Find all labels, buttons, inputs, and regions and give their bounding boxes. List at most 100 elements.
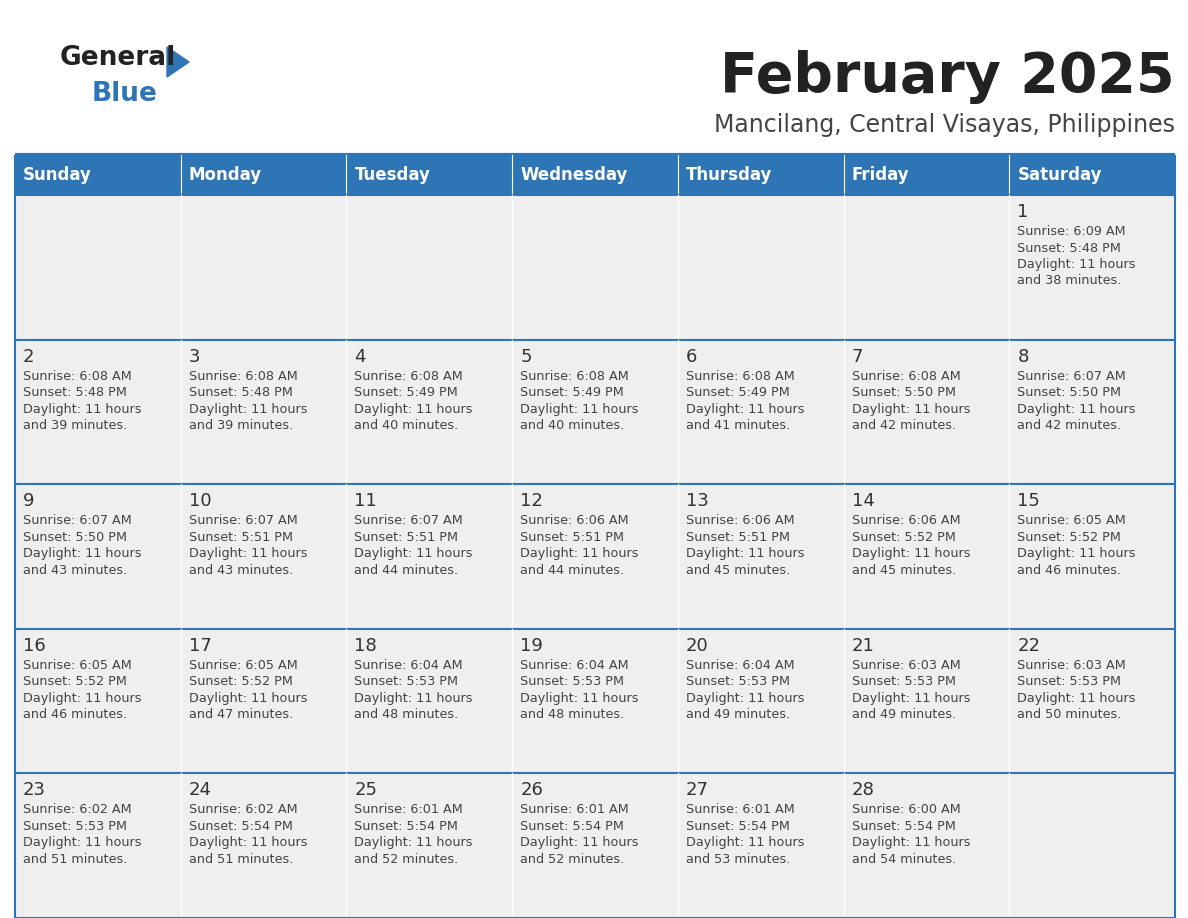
Text: February 2025: February 2025 xyxy=(720,50,1175,104)
Text: Sunset: 5:53 PM: Sunset: 5:53 PM xyxy=(1017,676,1121,688)
Text: and 46 minutes.: and 46 minutes. xyxy=(23,709,127,722)
Text: Sunset: 5:49 PM: Sunset: 5:49 PM xyxy=(520,386,624,399)
Text: Sunrise: 6:09 AM: Sunrise: 6:09 AM xyxy=(1017,225,1126,238)
Bar xyxy=(181,155,347,195)
Text: and 51 minutes.: and 51 minutes. xyxy=(23,853,127,866)
Text: 11: 11 xyxy=(354,492,377,510)
Text: and 40 minutes.: and 40 minutes. xyxy=(354,420,459,432)
Text: Daylight: 11 hours: Daylight: 11 hours xyxy=(685,692,804,705)
Text: Daylight: 11 hours: Daylight: 11 hours xyxy=(354,403,473,416)
Bar xyxy=(15,773,181,918)
Text: Daylight: 11 hours: Daylight: 11 hours xyxy=(354,836,473,849)
Text: and 47 minutes.: and 47 minutes. xyxy=(189,709,293,722)
Text: Daylight: 11 hours: Daylight: 11 hours xyxy=(1017,692,1136,705)
Text: Sunset: 5:54 PM: Sunset: 5:54 PM xyxy=(189,820,292,833)
Text: Sunset: 5:50 PM: Sunset: 5:50 PM xyxy=(852,386,955,399)
Text: 13: 13 xyxy=(685,492,709,510)
Text: 10: 10 xyxy=(189,492,211,510)
Text: and 52 minutes.: and 52 minutes. xyxy=(354,853,459,866)
Bar xyxy=(512,155,678,195)
Text: 8: 8 xyxy=(1017,348,1029,365)
Text: Sunset: 5:51 PM: Sunset: 5:51 PM xyxy=(189,531,292,543)
Text: Daylight: 11 hours: Daylight: 11 hours xyxy=(189,403,308,416)
Text: and 38 minutes.: and 38 minutes. xyxy=(1017,274,1121,287)
Bar xyxy=(678,629,843,773)
Bar xyxy=(1010,155,1175,195)
Text: 18: 18 xyxy=(354,637,377,655)
Text: and 49 minutes.: and 49 minutes. xyxy=(852,709,955,722)
Text: and 52 minutes.: and 52 minutes. xyxy=(520,853,625,866)
Text: 12: 12 xyxy=(520,492,543,510)
Bar xyxy=(15,155,181,195)
Text: 9: 9 xyxy=(23,492,34,510)
Polygon shape xyxy=(168,47,189,77)
Text: Sunrise: 6:08 AM: Sunrise: 6:08 AM xyxy=(685,370,795,383)
Text: Thursday: Thursday xyxy=(685,166,772,184)
Bar xyxy=(347,629,512,773)
Bar xyxy=(347,195,512,340)
Text: Daylight: 11 hours: Daylight: 11 hours xyxy=(23,836,141,849)
Text: Sunset: 5:48 PM: Sunset: 5:48 PM xyxy=(1017,241,1121,254)
Text: and 39 minutes.: and 39 minutes. xyxy=(23,420,127,432)
Text: General: General xyxy=(61,45,176,71)
Text: Daylight: 11 hours: Daylight: 11 hours xyxy=(23,403,141,416)
Bar xyxy=(1010,195,1175,340)
Text: 7: 7 xyxy=(852,348,862,365)
Bar xyxy=(512,340,678,484)
Text: Sunset: 5:51 PM: Sunset: 5:51 PM xyxy=(354,531,459,543)
Text: 2: 2 xyxy=(23,348,34,365)
Bar xyxy=(678,340,843,484)
Text: Daylight: 11 hours: Daylight: 11 hours xyxy=(520,403,639,416)
Text: 19: 19 xyxy=(520,637,543,655)
Bar xyxy=(1010,629,1175,773)
Text: 5: 5 xyxy=(520,348,532,365)
Text: Sunrise: 6:07 AM: Sunrise: 6:07 AM xyxy=(354,514,463,527)
Bar xyxy=(181,773,347,918)
Text: Daylight: 11 hours: Daylight: 11 hours xyxy=(1017,258,1136,271)
Text: and 46 minutes.: and 46 minutes. xyxy=(1017,564,1121,577)
Text: Daylight: 11 hours: Daylight: 11 hours xyxy=(23,547,141,560)
Text: Sunrise: 6:01 AM: Sunrise: 6:01 AM xyxy=(685,803,795,816)
Text: and 43 minutes.: and 43 minutes. xyxy=(23,564,127,577)
Bar xyxy=(843,629,1010,773)
Text: Daylight: 11 hours: Daylight: 11 hours xyxy=(685,836,804,849)
Text: 6: 6 xyxy=(685,348,697,365)
Text: Sunset: 5:54 PM: Sunset: 5:54 PM xyxy=(354,820,459,833)
Bar xyxy=(347,484,512,629)
Text: Friday: Friday xyxy=(852,166,909,184)
Text: Sunset: 5:53 PM: Sunset: 5:53 PM xyxy=(354,676,459,688)
Text: and 48 minutes.: and 48 minutes. xyxy=(520,709,625,722)
Text: 4: 4 xyxy=(354,348,366,365)
Text: Daylight: 11 hours: Daylight: 11 hours xyxy=(354,692,473,705)
Bar xyxy=(181,629,347,773)
Text: Blue: Blue xyxy=(91,81,158,107)
Text: Sunrise: 6:03 AM: Sunrise: 6:03 AM xyxy=(852,659,960,672)
Text: Sunrise: 6:00 AM: Sunrise: 6:00 AM xyxy=(852,803,960,816)
Text: Sunset: 5:53 PM: Sunset: 5:53 PM xyxy=(23,820,127,833)
Text: 23: 23 xyxy=(23,781,46,800)
Bar xyxy=(347,773,512,918)
Text: Daylight: 11 hours: Daylight: 11 hours xyxy=(685,547,804,560)
Bar xyxy=(15,484,181,629)
Text: Daylight: 11 hours: Daylight: 11 hours xyxy=(852,547,971,560)
Text: Monday: Monday xyxy=(189,166,261,184)
Text: Sunrise: 6:01 AM: Sunrise: 6:01 AM xyxy=(520,803,628,816)
Text: Daylight: 11 hours: Daylight: 11 hours xyxy=(189,836,308,849)
Text: 21: 21 xyxy=(852,637,874,655)
Bar xyxy=(512,195,678,340)
Bar xyxy=(843,340,1010,484)
Text: 28: 28 xyxy=(852,781,874,800)
Text: and 43 minutes.: and 43 minutes. xyxy=(189,564,293,577)
Text: Sunset: 5:50 PM: Sunset: 5:50 PM xyxy=(23,531,127,543)
Text: 27: 27 xyxy=(685,781,709,800)
Text: Sunrise: 6:05 AM: Sunrise: 6:05 AM xyxy=(1017,514,1126,527)
Text: Daylight: 11 hours: Daylight: 11 hours xyxy=(520,547,639,560)
Text: Sunrise: 6:08 AM: Sunrise: 6:08 AM xyxy=(852,370,960,383)
Text: and 45 minutes.: and 45 minutes. xyxy=(852,564,956,577)
Text: Sunrise: 6:06 AM: Sunrise: 6:06 AM xyxy=(685,514,795,527)
Text: Sunrise: 6:03 AM: Sunrise: 6:03 AM xyxy=(1017,659,1126,672)
Bar xyxy=(1010,773,1175,918)
Text: Sunset: 5:53 PM: Sunset: 5:53 PM xyxy=(852,676,955,688)
Text: Sunrise: 6:02 AM: Sunrise: 6:02 AM xyxy=(23,803,132,816)
Text: Daylight: 11 hours: Daylight: 11 hours xyxy=(189,547,308,560)
